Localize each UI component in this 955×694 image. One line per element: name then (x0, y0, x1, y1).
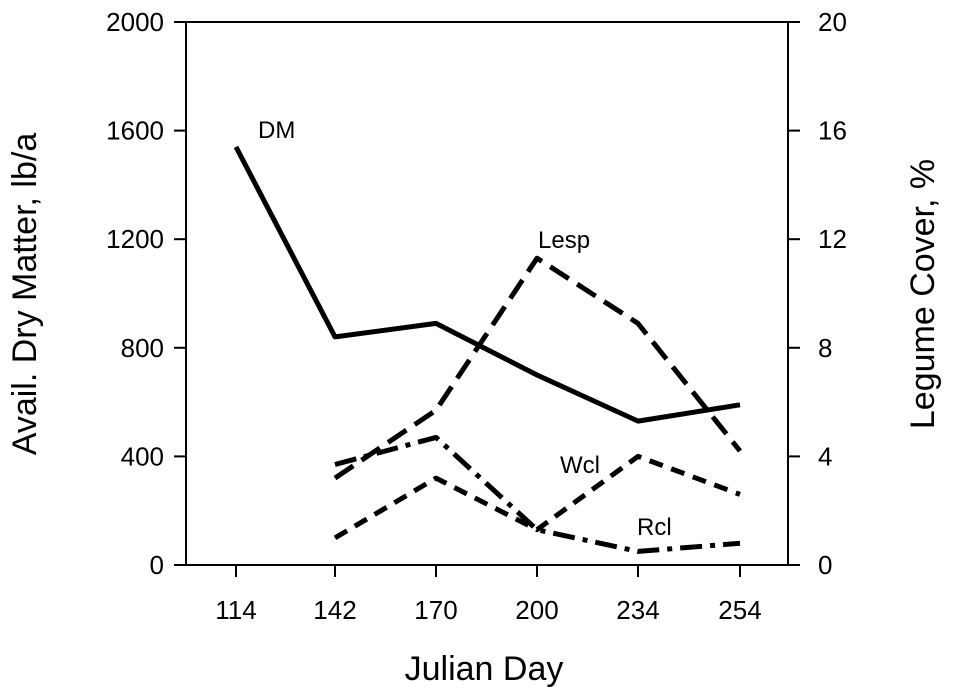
series-line-dm (233, 145, 741, 424)
left-tick-label: 1200 (106, 224, 164, 254)
left-tick-label: 400 (121, 441, 164, 471)
x-tick-label: 170 (414, 595, 457, 625)
series-label-dm: DM (258, 117, 295, 144)
left-tick-label: 1600 (106, 116, 164, 146)
x-tick-label: 200 (515, 595, 558, 625)
x-tick-label: 114 (215, 595, 256, 625)
right-tick-label: 20 (818, 7, 847, 37)
right-tick-label: 16 (818, 116, 847, 146)
series-line-lesp (333, 255, 742, 481)
right-axis-title: Legume Cover, % (904, 159, 942, 429)
right-tick-label: 4 (818, 441, 832, 471)
left-tick-label: 2000 (106, 7, 164, 37)
labels-layer: DM Lesp Wcl Rcl (258, 117, 672, 541)
left-tick-label: 0 (150, 550, 164, 580)
plot-frame (185, 21, 789, 566)
series-layer (233, 145, 742, 554)
series-label-wcl: Wcl (560, 452, 600, 479)
series-line-rcl (334, 434, 741, 554)
x-tick-label: 142 (313, 595, 356, 625)
x-tick-label: 234 (616, 595, 659, 625)
left-axis-title: Avail. Dry Matter, lb/a (6, 133, 44, 456)
series-label-lesp: Lesp (538, 227, 590, 254)
axes: 0 400 800 1200 1600 2000 0 4 8 12 16 20 114 142 170 200… (106, 7, 847, 625)
right-tick-label: 0 (818, 550, 832, 580)
right-tick-label: 8 (818, 333, 832, 363)
x-axis-title: Julian Day (405, 650, 564, 688)
series-line-wcl (333, 453, 741, 541)
left-tick-label: 800 (121, 333, 164, 363)
right-tick-label: 12 (818, 224, 847, 254)
series-label-rcl: Rcl (637, 514, 672, 541)
x-tick-label: 254 (718, 595, 761, 625)
